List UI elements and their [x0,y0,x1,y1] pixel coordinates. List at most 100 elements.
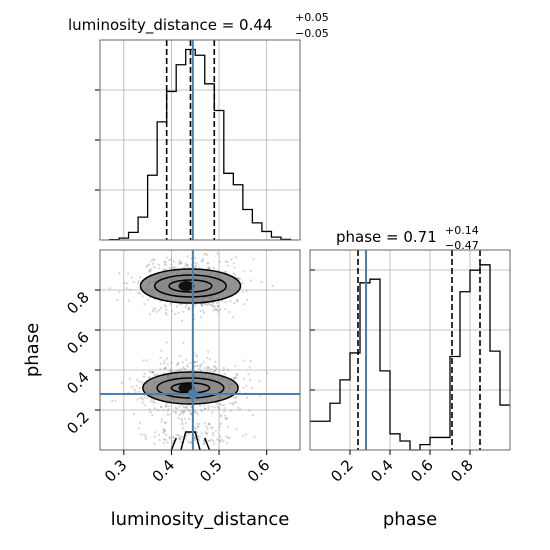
sample-point [156,373,159,376]
sample-point [240,282,244,285]
sample-point [151,371,154,374]
sample-point [165,402,168,405]
sample-point [181,427,185,430]
sample-point [233,396,237,399]
sample-point [199,369,203,372]
sample-point [251,413,255,417]
sample-point [179,303,182,306]
sample-point [201,259,205,262]
sample-point [198,435,202,438]
sample-point [141,381,144,384]
sample-point [194,303,197,306]
sample-point [144,437,148,440]
sample-point [170,369,173,372]
sample-point [164,405,167,408]
sample-point [150,397,153,401]
sample-point [212,431,215,434]
sample-point [244,433,248,436]
sample-point [222,440,225,443]
sample-point [172,260,175,263]
sample-point [143,302,146,306]
sample-point [146,264,149,267]
sample-point [189,413,192,416]
sample-point [195,411,198,414]
sample-point [175,433,178,436]
sample-point [218,260,221,263]
sample-point [168,437,172,440]
sample-point [148,408,151,411]
sample-point [182,310,185,313]
sample-point [152,400,155,403]
sample-point [219,435,222,438]
luminosity-distance-title-sub: −0.05 [295,27,329,40]
sample-point [148,263,151,266]
sample-point [155,310,159,314]
sample-point [145,265,148,268]
sample-point [152,258,156,261]
sample-point [208,439,211,442]
sample-point [210,438,213,441]
sample-point [158,309,161,312]
sample-point [204,302,207,306]
sample-point [140,433,143,436]
sample-point [252,258,255,261]
sample-point [153,435,156,439]
sample-point [203,404,206,407]
y-tick-label: 0.4 [63,368,93,398]
sample-point [148,370,152,373]
sample-point [195,261,198,265]
sample-point [170,361,173,364]
sample-point [226,264,230,267]
sample-point [153,401,156,404]
joint-scatter-panel: 0.3 0.4 0.5 0.6 0.2 0.4 0.6 0.8 luminosity_dis… [22,249,301,530]
sample-point [164,308,168,311]
sample-point [152,310,155,313]
sample-point [195,430,199,433]
phase-title-sub: −0.47 [445,239,479,252]
sample-point [199,365,202,368]
sample-point [194,439,197,442]
sample-point [162,430,166,433]
sample-point [198,367,201,370]
sample-point [203,407,207,410]
sample-point [210,405,213,408]
sample-point [219,440,222,443]
sample-point [238,278,242,281]
sample-point [248,409,251,412]
sample-point [135,384,138,387]
sample-point [207,266,210,269]
y-tick-label: 0.6 [63,328,93,358]
sample-point [253,435,256,438]
sample-point [224,435,228,438]
sample-point [258,395,261,398]
sample-point [176,368,180,372]
sample-point [216,405,219,409]
sample-point [206,427,209,430]
sample-point [163,367,166,370]
sample-point [223,407,226,410]
sample-point [172,436,176,439]
sample-point [175,363,179,367]
sample-point [147,376,151,379]
sample-point [176,362,179,365]
sample-point [242,434,245,437]
luminosity-distance-histogram-frame [99,39,301,241]
sample-point [199,404,202,407]
sample-point [184,368,187,371]
sample-point [189,440,192,443]
sample-point [182,266,185,269]
sample-point [195,360,198,363]
sample-point [143,433,146,436]
sample-point [200,304,204,307]
sample-point [118,291,121,294]
sample-point [185,364,188,367]
joint-truth-lines [100,250,300,450]
sample-point [193,365,196,368]
sample-point [245,384,248,388]
sample-point [130,276,134,279]
sample-point [208,422,211,425]
sample-point [207,407,210,410]
sample-point [160,420,163,423]
sample-point [245,290,248,293]
sample-point [126,281,129,285]
